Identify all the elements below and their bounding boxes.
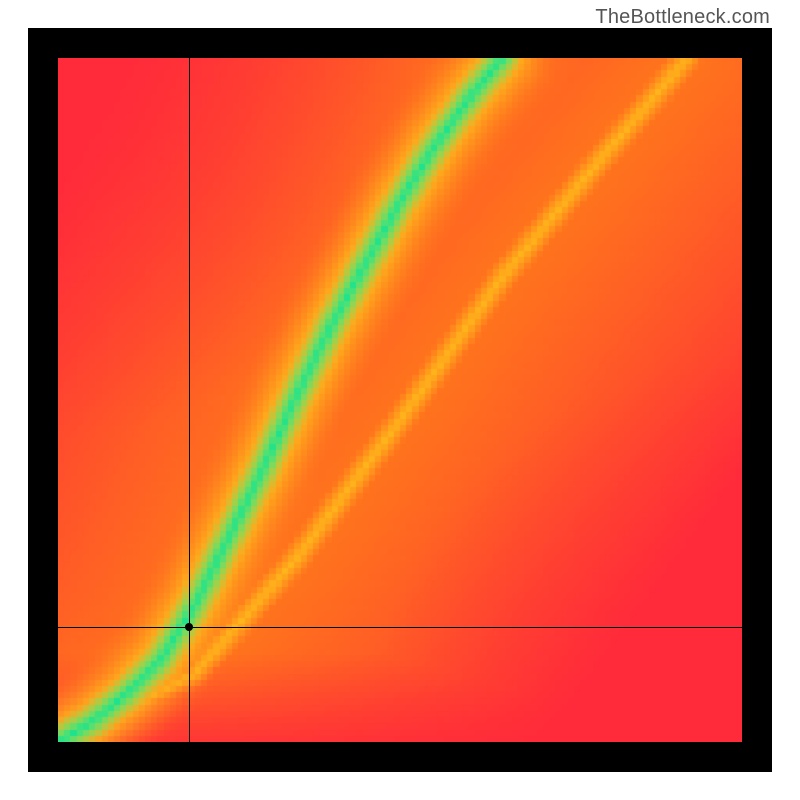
- watermark-text: TheBottleneck.com: [595, 6, 770, 29]
- crosshair-marker-dot: [185, 623, 193, 631]
- crosshair-horizontal-line: [58, 627, 742, 628]
- crosshair-vertical-line: [189, 58, 190, 742]
- bottleneck-heatmap: [58, 58, 742, 742]
